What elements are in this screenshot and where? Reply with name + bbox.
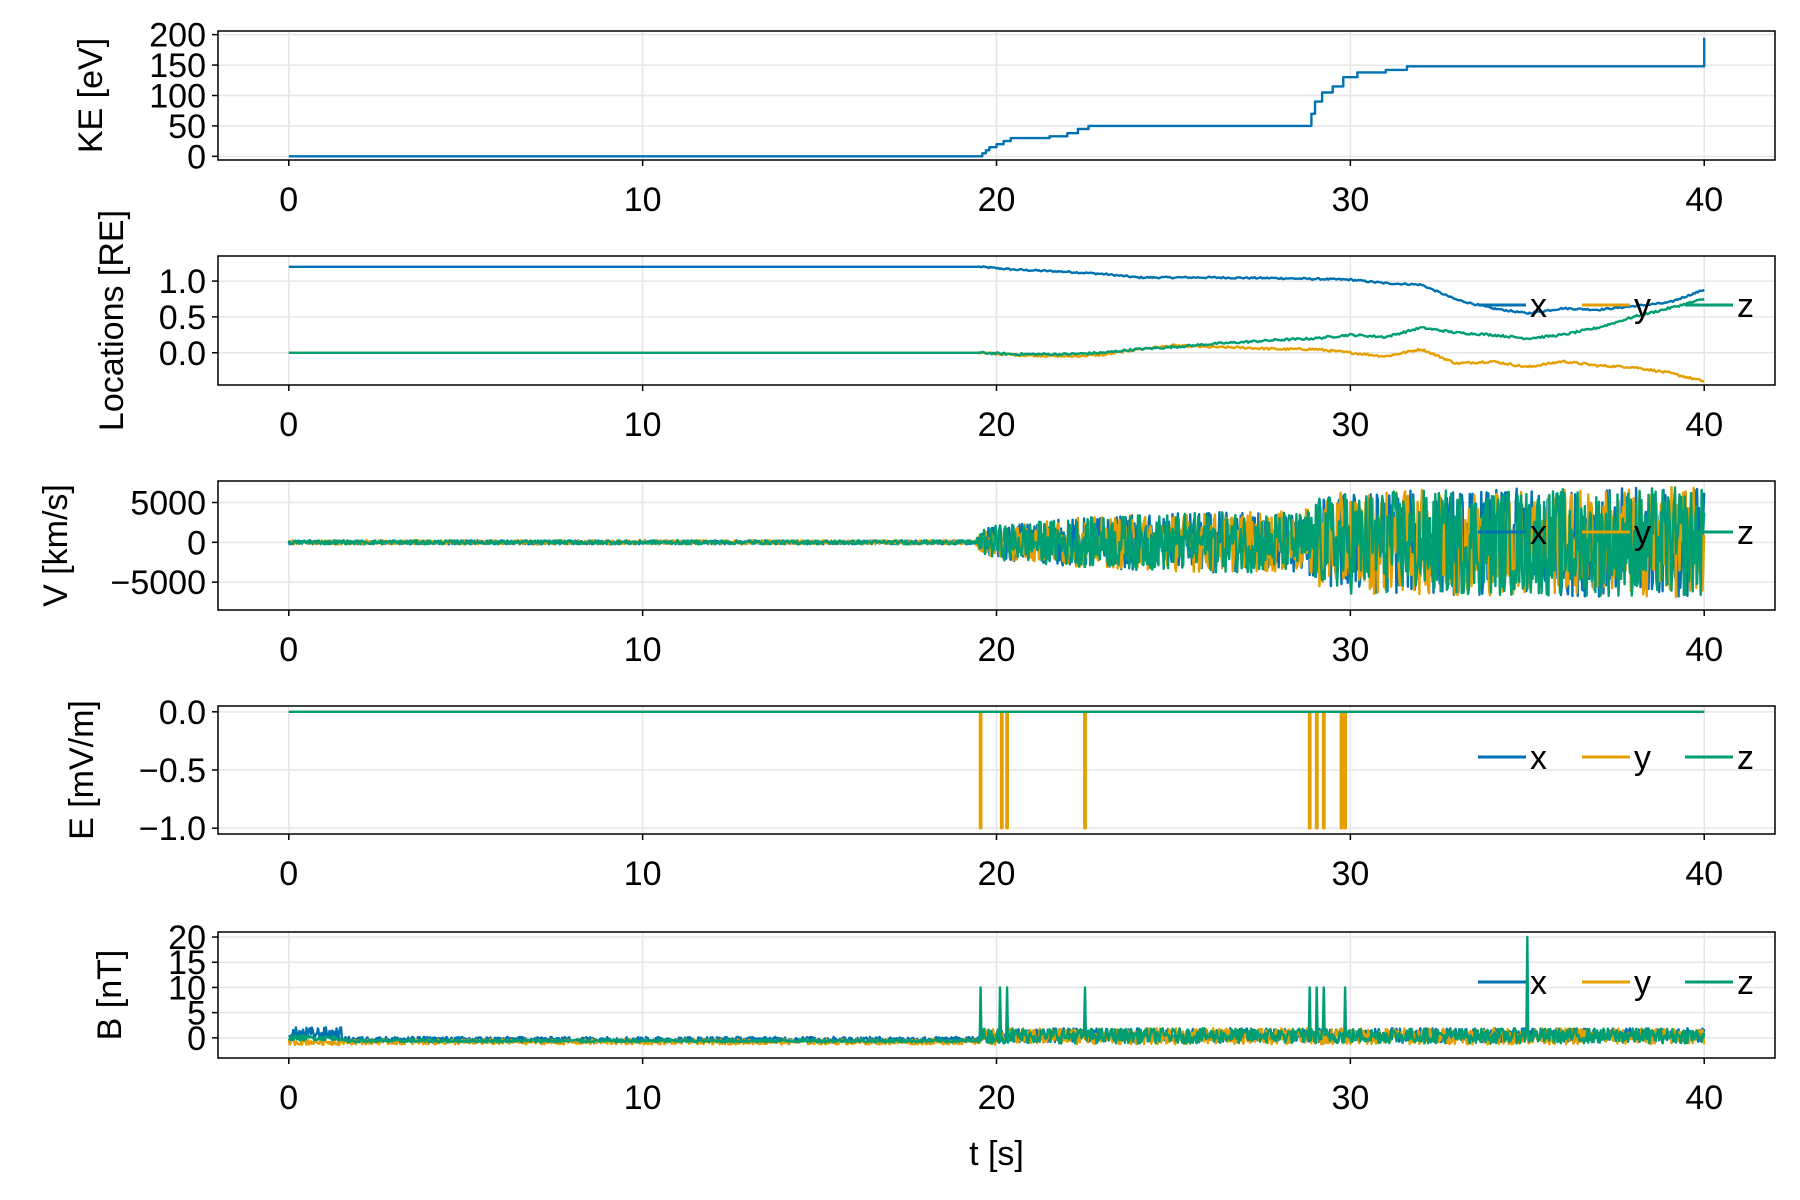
x-tick-label: 0 xyxy=(279,1079,298,1117)
series-line-z xyxy=(288,297,1705,357)
y-axis-label: E [mV/m] xyxy=(63,700,101,840)
y-tick-label: −5000 xyxy=(111,564,207,602)
x-tick-label: 30 xyxy=(1331,181,1369,219)
x-tick-label: 40 xyxy=(1685,631,1723,669)
series-group xyxy=(288,710,1705,830)
legend-label-x: x xyxy=(1530,287,1547,325)
x-tick-label: 10 xyxy=(624,855,662,893)
series-group xyxy=(288,265,1705,383)
panel-2: 0 10 20 30 40 0.00.51.0 Locations [RE] x y z xyxy=(93,210,1776,444)
series-line-z xyxy=(287,935,1706,1045)
y-tick-label: 5000 xyxy=(130,485,206,523)
y-tick-label: 150 xyxy=(149,47,206,85)
legend-label-x: x xyxy=(1530,964,1547,1002)
x-tick-label: 0 xyxy=(279,406,298,444)
x-tick-label: 20 xyxy=(978,406,1016,444)
x-tick-label: 20 xyxy=(978,181,1016,219)
legend-label-x: x xyxy=(1530,739,1547,777)
legend: x y z xyxy=(1478,514,1754,552)
legend-label-y: y xyxy=(1634,964,1651,1002)
x-tick-label: 10 xyxy=(624,406,662,444)
legend-label-z: z xyxy=(1737,964,1754,1002)
x-tick-label: 10 xyxy=(624,181,662,219)
legend-label-z: z xyxy=(1737,514,1754,552)
y-axis-label: Locations [RE] xyxy=(93,210,131,431)
series-line-x xyxy=(288,265,1705,315)
y-tick-label: 200 xyxy=(149,17,206,55)
x-tick-label: 0 xyxy=(279,631,298,669)
y-tick-label: 0 xyxy=(187,138,206,176)
y-tick-label: 0.0 xyxy=(159,335,206,373)
y-tick-label: 1.0 xyxy=(159,263,206,301)
legend-label-z: z xyxy=(1737,739,1754,777)
y-tick-label: 10 xyxy=(168,969,206,1007)
x-tick-label: 40 xyxy=(1685,1079,1723,1117)
y-tick-label: −1.0 xyxy=(139,810,206,848)
y-axis-label: V [km/s] xyxy=(37,484,75,607)
y-tick-label: 5 xyxy=(187,995,206,1033)
y-tick-label: 20 xyxy=(168,919,206,957)
x-tick-label: 40 xyxy=(1685,855,1723,893)
x-tick-label: 0 xyxy=(279,855,298,893)
y-tick-label: 15 xyxy=(168,944,206,982)
series-line-y xyxy=(288,710,1705,830)
x-tick-label: 40 xyxy=(1685,406,1723,444)
series-group xyxy=(287,935,1706,1047)
x-tick-label: 30 xyxy=(1331,406,1369,444)
y-tick-label: 0.0 xyxy=(159,694,206,732)
series-group xyxy=(287,486,1706,599)
x-tick-label: 10 xyxy=(624,1079,662,1117)
panel-4: 0 10 20 30 40 −1.0 −0.5 0.0 E [mV/m] x y z xyxy=(63,694,1776,893)
x-tick-label: 40 xyxy=(1685,181,1723,219)
legend-label-y: y xyxy=(1634,287,1651,325)
y-tick-label: 0 xyxy=(187,1020,206,1058)
y-tick-label: 50 xyxy=(168,108,206,146)
y-tick-label: 0 xyxy=(187,524,206,562)
legend-label-z: z xyxy=(1737,287,1754,325)
series-line-ke xyxy=(288,37,1706,158)
legend: x y z xyxy=(1478,739,1754,777)
series-line-z xyxy=(287,486,1706,598)
x-tick-label: 20 xyxy=(978,855,1016,893)
x-tick-label: 20 xyxy=(978,1079,1016,1117)
legend-label-y: y xyxy=(1634,514,1651,552)
y-axis-label: KE [eV] xyxy=(72,38,110,153)
x-tick-label: 0 xyxy=(279,181,298,219)
x-tick-label: 30 xyxy=(1331,1079,1369,1117)
y-tick-label: 0.5 xyxy=(159,299,206,337)
legend: x y z xyxy=(1478,964,1754,1002)
series-group xyxy=(288,37,1706,158)
y-tick-label: −0.5 xyxy=(139,752,206,790)
legend-label-x: x xyxy=(1530,514,1547,552)
y-tick-label: 100 xyxy=(149,78,206,116)
x-tick-label: 30 xyxy=(1331,631,1369,669)
x-tick-label: 10 xyxy=(624,631,662,669)
x-tick-label: 20 xyxy=(978,631,1016,669)
legend-label-y: y xyxy=(1634,739,1651,777)
y-axis-label: B [nT] xyxy=(91,950,129,1041)
legend: x y z xyxy=(1478,287,1754,325)
x-axis-label: t [s] xyxy=(969,1135,1024,1173)
x-tick-label: 30 xyxy=(1331,855,1369,893)
